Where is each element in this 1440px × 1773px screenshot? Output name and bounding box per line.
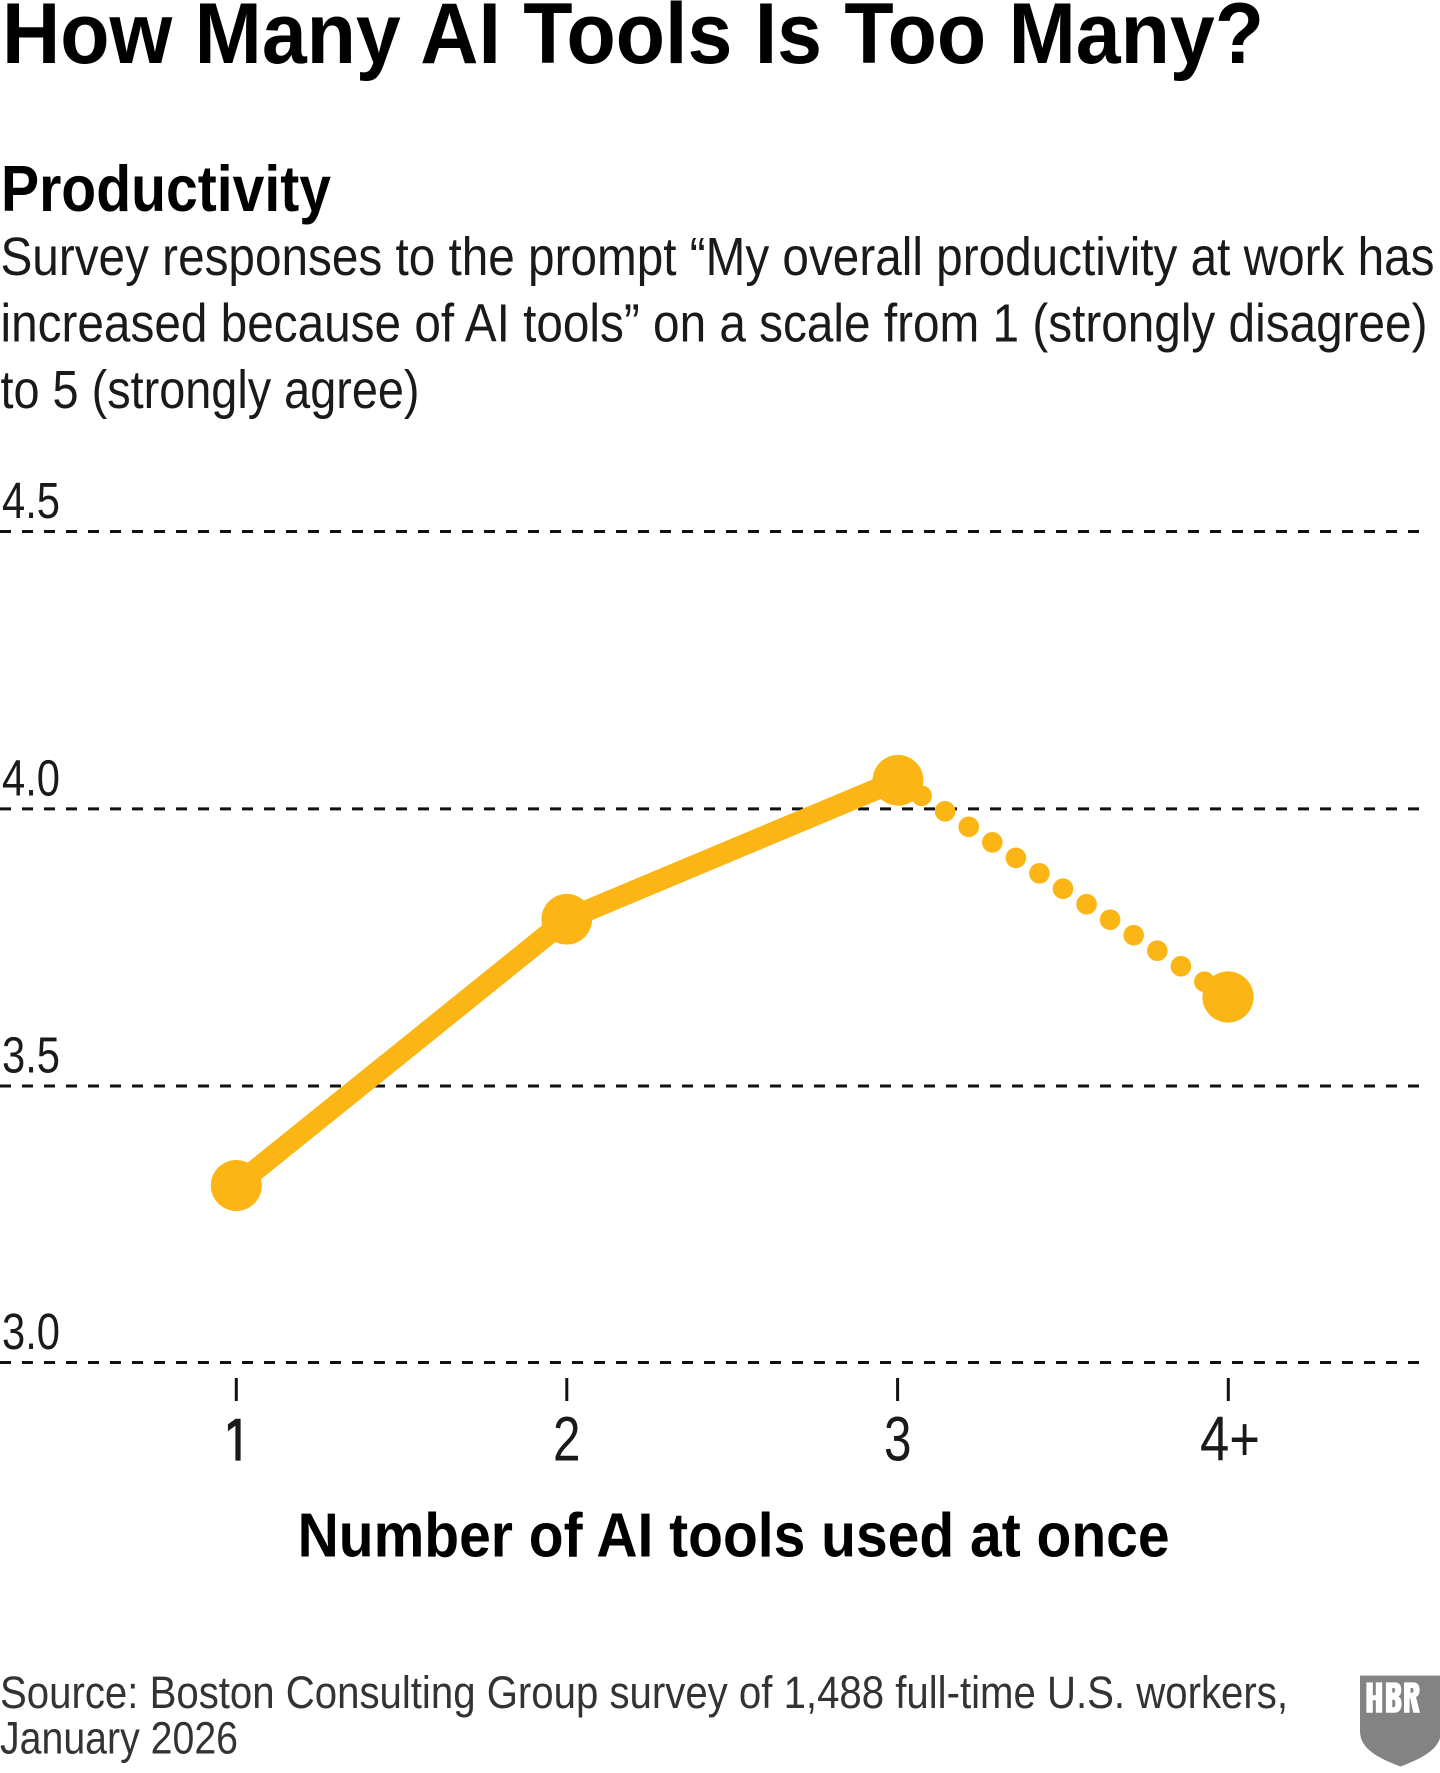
svg-text:4+: 4+ (1200, 1405, 1260, 1475)
svg-text:Survey responses to the prompt: Survey responses to the prompt “My overa… (1, 227, 1435, 287)
svg-text:How Many AI Tools Is Too Many?: How Many AI Tools Is Too Many? (2, 0, 1264, 82)
svg-text:2: 2 (553, 1405, 581, 1475)
svg-text:Source: Boston Consulting Grou: Source: Boston Consulting Group survey o… (0, 1667, 1288, 1718)
svg-text:4.5: 4.5 (2, 472, 60, 529)
svg-text:to 5 (strongly agree): to 5 (strongly agree) (1, 360, 420, 420)
svg-text:Productivity: Productivity (1, 153, 331, 225)
svg-text:3: 3 (884, 1405, 912, 1475)
svg-text:January 2026: January 2026 (0, 1713, 238, 1764)
svg-text:4.0: 4.0 (2, 749, 60, 806)
svg-text:3.0: 3.0 (2, 1303, 60, 1360)
svg-text:Number of AI tools used at onc: Number of AI tools used at once (298, 1501, 1170, 1571)
svg-text:increased because of AI tools”: increased because of AI tools” on a scal… (1, 294, 1428, 354)
svg-text:3.5: 3.5 (2, 1027, 60, 1084)
